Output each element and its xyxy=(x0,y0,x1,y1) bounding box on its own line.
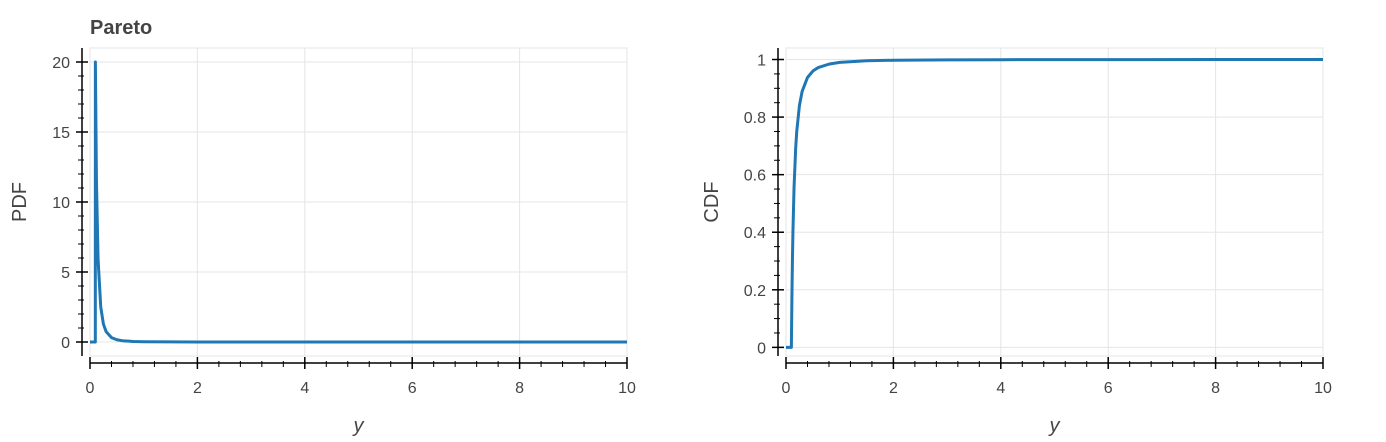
cdf-plot-panel: 0 2 4 6 8 10 0 0.2 0.4 0.6 0.8 1 y CDF xyxy=(701,47,1332,437)
x-tick-label: 2 xyxy=(193,380,202,397)
x-tick-label: 6 xyxy=(408,380,417,397)
y-axis-label: PDF xyxy=(9,182,31,222)
x-tick-label: 0 xyxy=(782,380,791,397)
x-tick-label: 2 xyxy=(889,380,898,397)
y-tick-label: 5 xyxy=(61,265,70,282)
y-tick-label: 10 xyxy=(52,195,70,212)
x-tick-label: 8 xyxy=(515,380,524,397)
x-tick-label: 10 xyxy=(1314,380,1332,397)
y-tick-label: 0 xyxy=(757,340,766,357)
x-tick-label: 6 xyxy=(1104,380,1113,397)
pdf-plot-panel: 0 2 4 6 8 10 0 5 10 15 20 y PDF Pareto xyxy=(9,17,636,437)
chart-title: Pareto xyxy=(90,17,152,39)
x-tick-label: 4 xyxy=(996,380,1005,397)
y-tick-label: 20 xyxy=(52,55,70,72)
y-tick-label: 15 xyxy=(52,125,70,142)
plot-area-frame xyxy=(785,47,1324,357)
y-tick-label: 0 xyxy=(61,335,70,352)
y-tick-label: 0.8 xyxy=(744,110,766,127)
x-tick-label: 4 xyxy=(300,380,309,397)
series-line xyxy=(786,58,1324,349)
series-line xyxy=(90,60,627,344)
x-tick-label: 10 xyxy=(618,380,636,397)
x-axis-label: y xyxy=(1048,415,1061,437)
x-tick-label: 0 xyxy=(86,380,95,397)
x-axis-label: y xyxy=(352,415,365,437)
y-tick-label: 0.2 xyxy=(744,283,766,300)
y-tick-label: 0.4 xyxy=(744,225,766,242)
y-tick-label: 0.6 xyxy=(744,168,766,185)
x-tick-label: 8 xyxy=(1211,380,1220,397)
y-tick-label: 1 xyxy=(757,53,766,70)
y-axis-label: CDF xyxy=(701,181,723,222)
